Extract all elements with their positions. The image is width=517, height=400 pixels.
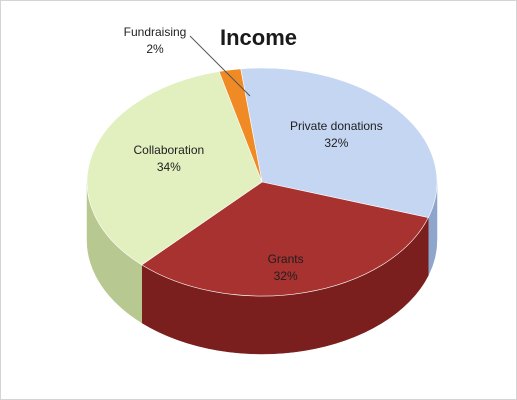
slice-value-fundraising: 2% bbox=[146, 42, 164, 56]
slice-fundraising bbox=[218, 68, 263, 183]
slice-label-grants: Grants bbox=[268, 252, 304, 266]
slice-label-collaboration: Collaboration bbox=[133, 143, 204, 157]
slice-labels: Private donations 32% Grants 32% Collaborati… bbox=[124, 25, 383, 283]
pie-tops bbox=[86, 67, 438, 297]
chart-title: Income bbox=[220, 25, 297, 50]
pie-sides bbox=[86, 181, 438, 355]
slice-value-grants: 32% bbox=[274, 269, 298, 283]
slice-label-private-donations: Private donations bbox=[290, 119, 383, 133]
slice-grants bbox=[141, 181, 429, 297]
slice-private-donations bbox=[240, 67, 438, 218]
slice-value-collaboration: 34% bbox=[157, 160, 181, 174]
slice-collaboration bbox=[86, 71, 263, 266]
fundraising-leader-line bbox=[189, 35, 251, 97]
slice-value-private-donations: 32% bbox=[324, 136, 348, 150]
slice-label-fundraising: Fundraising bbox=[124, 25, 187, 39]
